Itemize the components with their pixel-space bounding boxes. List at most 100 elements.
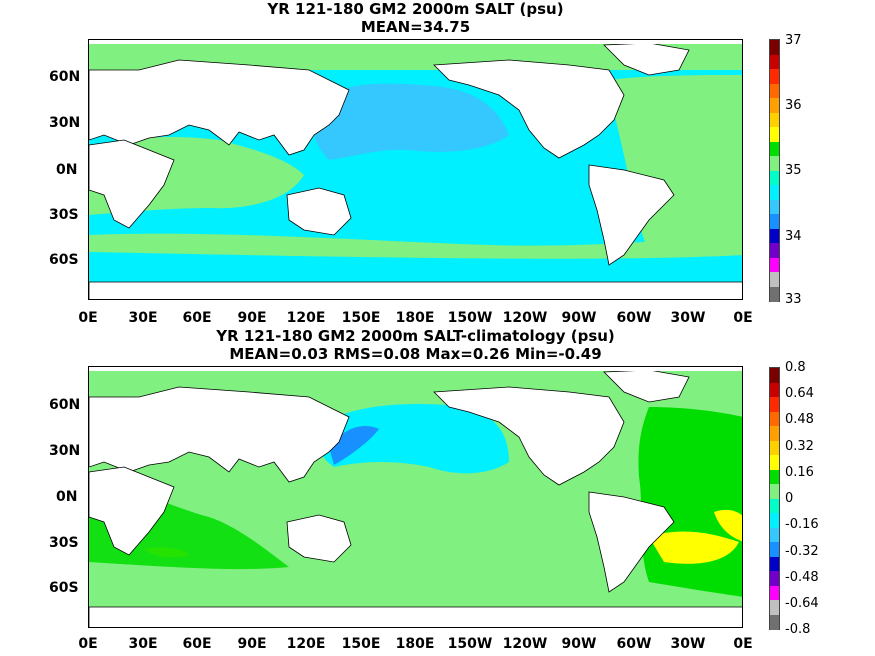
panel1-lon-label: 180E — [395, 310, 435, 326]
panel1-colorbar-label: 33 — [785, 292, 802, 307]
north-pacific-low — [312, 83, 509, 160]
panel1-lon-label: 0E — [78, 310, 98, 326]
panel2-lat-label: 30S — [49, 535, 79, 551]
panel2-lon-label: 60W — [616, 636, 652, 652]
colorbar-segment — [770, 382, 779, 398]
colorbar-segment — [770, 426, 779, 441]
colorbar-segment — [770, 156, 779, 171]
colorbar-segment — [770, 556, 779, 572]
eurasia-land — [89, 386, 350, 483]
panel1-lon-label: 0E — [733, 310, 753, 326]
eurasia-land — [89, 59, 350, 156]
antarctic-band — [89, 268, 742, 282]
panel2-colorbar-label: -0.16 — [785, 517, 819, 532]
panel1-lat-label: 30S — [49, 207, 79, 223]
north-america-land — [433, 386, 625, 486]
panel2-colorbar-label: -0.8 — [785, 622, 811, 637]
colorbar-segment — [770, 98, 779, 113]
colorbar-segment — [770, 286, 779, 302]
colorbar-segment — [770, 69, 779, 84]
panel2-lat-label: 60S — [49, 580, 79, 596]
arctic-land — [89, 40, 742, 44]
panel2-title: YR 121-180 GM2 2000m SALT-climatology (p… — [216, 327, 615, 345]
panel1-colorbar-label: 37 — [785, 33, 802, 48]
colorbar-segment — [770, 571, 779, 586]
panel1-mean: MEAN=34.75 — [360, 18, 471, 36]
panel2-colorbar — [769, 367, 780, 630]
panel2-colorbar-label: 0.48 — [785, 412, 814, 427]
panel1-map — [88, 39, 743, 300]
panel2-lon-label: 120W — [502, 636, 548, 652]
colorbar-segment — [770, 83, 779, 99]
colorbar-segment — [770, 411, 779, 427]
panel1-lon-label: 150W — [447, 310, 493, 326]
panel2-lon-label: 180E — [395, 636, 435, 652]
atlantic-positive — [638, 407, 742, 597]
panel1-lon-label: 90W — [561, 310, 597, 326]
colorbar-segment — [770, 368, 779, 383]
panel1-colorbar-label: 35 — [785, 163, 802, 178]
colorbar-segment — [770, 585, 779, 601]
panel2-colorbar-label: 0.64 — [785, 386, 814, 401]
panel1-lat-label: 60S — [49, 252, 79, 268]
arctic-land — [89, 367, 742, 371]
colorbar-segment — [770, 455, 779, 470]
north-america-land — [433, 59, 625, 159]
panel2-map-svg — [89, 367, 742, 627]
africa-land — [89, 139, 175, 229]
panel2-colorbar-label: 0.32 — [785, 439, 814, 454]
panel1-lon-label: 30E — [128, 310, 158, 326]
antarctica-land — [89, 281, 742, 299]
panel1-lon-label: 60E — [182, 310, 212, 326]
colorbar-segment — [770, 199, 779, 215]
panel2-lon-label: 60E — [182, 636, 212, 652]
colorbar-segment — [770, 40, 779, 55]
panel2-lon-label: 150W — [447, 636, 493, 652]
panel2-lon-label: 30E — [128, 636, 158, 652]
colorbar-segment — [770, 513, 779, 528]
colorbar-segment — [770, 600, 779, 615]
panel1-lat-label: 30N — [49, 115, 81, 131]
panel2-stats: MEAN=0.03 RMS=0.08 Max=0.26 Min=-0.49 — [229, 345, 602, 363]
colorbar-segment — [770, 127, 779, 142]
colorbar-segment — [770, 257, 779, 273]
australia-land — [286, 514, 352, 563]
panel1-colorbar — [769, 39, 780, 302]
panel1-colorbar-label: 36 — [785, 98, 802, 113]
north-pacific-negative — [317, 404, 509, 474]
panel2-lon-label: 30W — [670, 636, 706, 652]
panel2-lat-label: 60N — [49, 397, 81, 413]
panel2-lon-label: 0E — [78, 636, 98, 652]
panel1-lon-label: 120W — [502, 310, 548, 326]
colorbar-segment — [770, 469, 779, 485]
panel1-colorbar-label: 34 — [785, 229, 802, 244]
colorbar-segment — [770, 214, 779, 229]
colorbar-segment — [770, 141, 779, 157]
panel1-lon-label: 150E — [341, 310, 381, 326]
colorbar-segment — [770, 614, 779, 630]
colorbar-segment — [770, 185, 779, 200]
panel1-map-svg — [89, 40, 742, 299]
colorbar-segment — [770, 54, 779, 70]
colorbar-segment — [770, 272, 779, 287]
south-america-land — [588, 164, 675, 266]
colorbar-segment — [770, 170, 779, 186]
australia-land — [286, 187, 352, 236]
panel1-lat-label: 60N — [49, 69, 81, 85]
panel2-map — [88, 366, 743, 628]
colorbar-segment — [770, 527, 779, 543]
panel2-lon-label: 0E — [733, 636, 753, 652]
colorbar-segment — [770, 243, 779, 258]
panel2-colorbar-label: -0.48 — [785, 570, 819, 585]
panel2-colorbar-label: 0.16 — [785, 465, 814, 480]
colorbar-segment — [770, 397, 779, 412]
panel1-lon-label: 30W — [670, 310, 706, 326]
panel1-title: YR 121-180 GM2 2000m SALT (psu) — [267, 0, 564, 18]
panel1-lat-label: 0N — [56, 162, 78, 178]
panel2-colorbar-label: -0.32 — [785, 544, 819, 559]
panel1-lon-label: 120E — [286, 310, 326, 326]
panel2-colorbar-label: -0.64 — [785, 596, 819, 611]
panel2-lon-label: 90W — [561, 636, 597, 652]
panel2-colorbar-label: 0 — [785, 491, 794, 506]
atlantic-yellow-east — [714, 509, 742, 542]
